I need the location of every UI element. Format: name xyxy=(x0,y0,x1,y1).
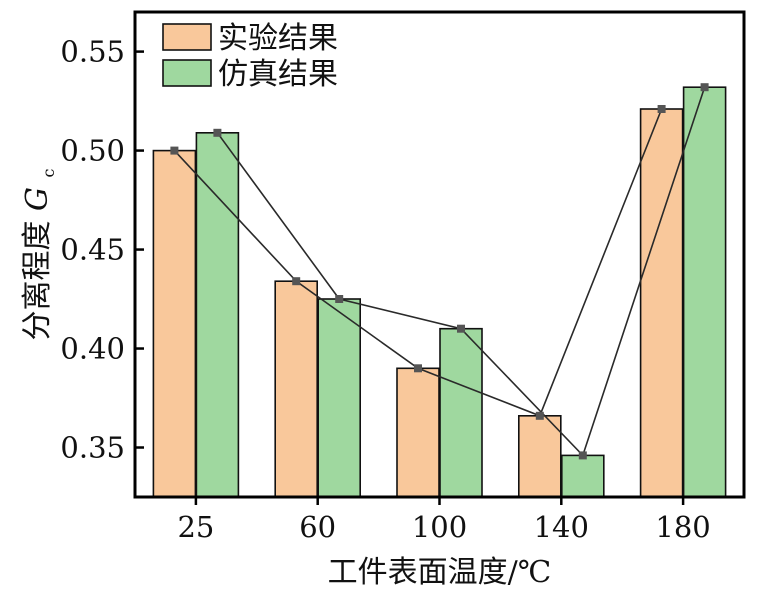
y-axis-title-symbol: G xyxy=(20,187,55,211)
bars-group xyxy=(152,86,727,498)
bar-simulation-180 xyxy=(682,86,727,498)
marker-simulation-60 xyxy=(335,295,344,303)
bar-simulation-60 xyxy=(317,298,362,498)
x-axis-title: 工件表面温度/℃ xyxy=(328,555,552,590)
legend-swatch-experiment xyxy=(162,23,212,51)
bar-experiment-100 xyxy=(396,367,440,498)
y-tick-label: 0.55 xyxy=(60,35,125,69)
y-tick-label: 0.45 xyxy=(60,233,125,267)
y-tick-label: 0.35 xyxy=(60,431,125,465)
marker-simulation-140 xyxy=(578,451,587,460)
legend-swatch-simulation xyxy=(162,59,212,87)
y-axis-title-text: 分离程度 xyxy=(20,221,55,341)
y-tick-label: 0.40 xyxy=(60,332,125,366)
y-tick-label: 0.50 xyxy=(60,134,125,168)
legend-label-simulation: 仿真结果 xyxy=(218,57,338,92)
bar-experiment-180 xyxy=(639,108,684,498)
bar-simulation-100 xyxy=(439,327,483,498)
y-axis-title-subscript: c xyxy=(39,168,58,177)
marker-experiment-60 xyxy=(292,277,301,286)
x-tick-label: 180 xyxy=(655,510,710,544)
legend-label-experiment: 实验结果 xyxy=(218,21,338,56)
x-tick-label: 25 xyxy=(177,510,214,544)
bar-simulation-140 xyxy=(560,454,605,498)
bar-experiment-60 xyxy=(274,280,319,498)
x-tick-label: 140 xyxy=(534,510,589,544)
marker-experiment-180 xyxy=(657,105,666,113)
x-axis-ticks: 25 60 100 140 180 xyxy=(177,497,711,544)
marker-experiment-25 xyxy=(170,146,179,155)
x-tick-label: 100 xyxy=(412,510,467,544)
bar-simulation-25 xyxy=(195,132,240,498)
x-tick-label: 60 xyxy=(299,510,336,544)
marker-simulation-180 xyxy=(700,83,709,92)
marker-experiment-140 xyxy=(535,411,544,420)
bar-experiment-25 xyxy=(152,149,197,498)
y-axis-ticks: 0.35 0.40 0.45 0.50 0.55 xyxy=(60,35,144,465)
y-axis-title: 分离程度 G c xyxy=(20,168,58,340)
bar-experiment-140 xyxy=(517,414,562,498)
marker-experiment-100 xyxy=(414,364,422,373)
marker-simulation-100 xyxy=(457,324,465,333)
marker-simulation-25 xyxy=(213,128,222,137)
markers-group xyxy=(170,83,709,460)
